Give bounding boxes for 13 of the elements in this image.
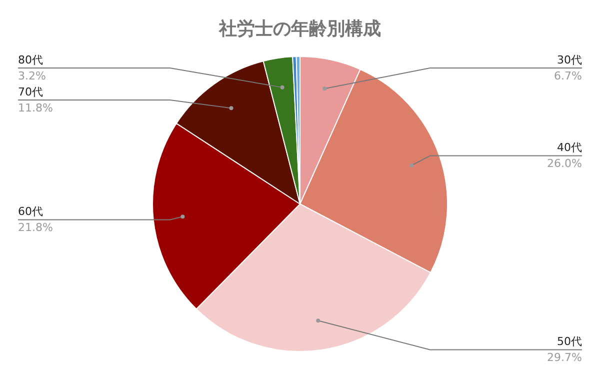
slice-label: 60代 [18,205,43,218]
slice-label: 40代 [557,141,582,154]
data-label: 11.8% [18,101,53,114]
data-label: 6.7% [554,69,582,82]
chart-title: 社労士の年齢別構成 [218,18,381,40]
slice-label: 70代 [18,85,43,98]
data-label: 26.0% [547,157,582,170]
slice-label: 80代 [18,53,43,66]
slice-label: 50代 [557,335,582,348]
slice-label: 30代 [557,53,582,66]
data-label: 21.8% [18,221,53,234]
data-label: 29.7% [547,351,582,364]
data-label: 3.2% [18,69,46,82]
